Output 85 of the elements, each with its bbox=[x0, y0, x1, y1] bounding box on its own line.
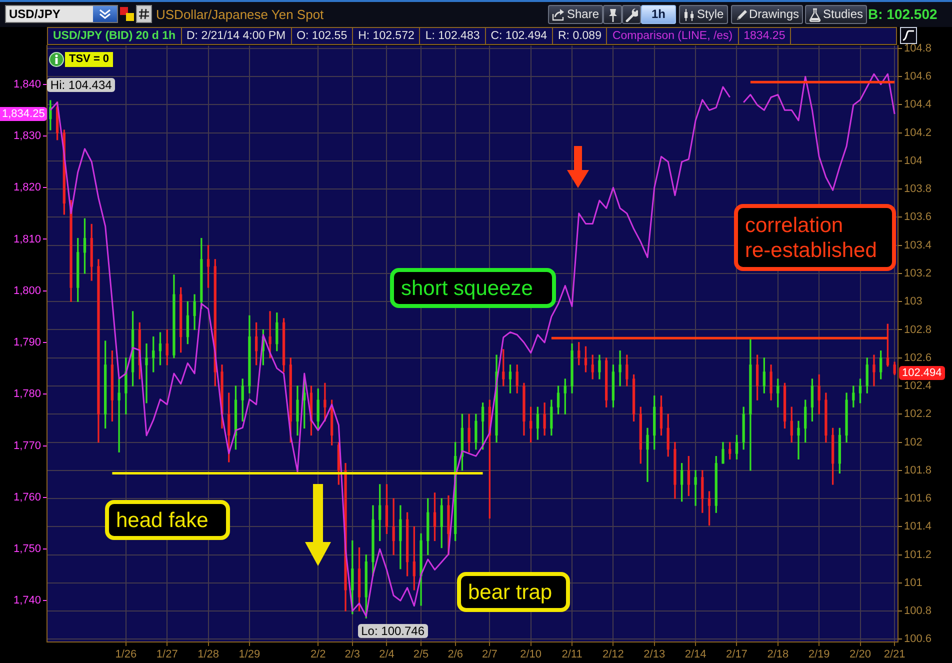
y2-tick-label: 104 bbox=[904, 154, 922, 167]
y-tick-label: 1,760 bbox=[13, 491, 41, 504]
y2-tick-label: 101.4 bbox=[904, 520, 932, 533]
annotation: TSV = 0 bbox=[65, 52, 114, 67]
annotation: correlation re-established bbox=[745, 214, 877, 262]
text: B: 102.502 bbox=[868, 5, 938, 23]
text: R: 0.089 bbox=[553, 28, 608, 44]
y2-tick-label: 104.4 bbox=[904, 98, 932, 111]
y2-tick-label: 101 bbox=[904, 576, 922, 589]
y-tick-label: 1,810 bbox=[13, 233, 41, 246]
y-tick-label: 1,800 bbox=[13, 284, 41, 297]
text: C: 102.494 bbox=[486, 28, 553, 44]
studies-button[interactable]: Studies bbox=[805, 5, 868, 24]
chart-subtitle: USD/JPY (BID) 20 d 1h bbox=[48, 28, 182, 44]
annotation: Hi: 104.434 bbox=[47, 78, 115, 92]
x-tick-label: 2/17 bbox=[726, 648, 748, 661]
y2-tick-label: 103 bbox=[904, 296, 922, 308]
y2-tick-label: 103.8 bbox=[904, 183, 932, 196]
share-button[interactable]: Share bbox=[548, 5, 604, 24]
y2-tick-label: 102.8 bbox=[904, 324, 932, 336]
x-tick-label: 2/19 bbox=[808, 648, 830, 661]
callout-box: short squeeze bbox=[390, 268, 556, 308]
y2-tick-label: 102.2 bbox=[904, 408, 932, 420]
x-tick-label: 2/12 bbox=[602, 648, 624, 661]
callout-box: bear trap bbox=[457, 572, 570, 612]
text: 102.494 bbox=[899, 366, 945, 380]
wrench-button[interactable] bbox=[622, 5, 641, 24]
text: D: 2/21/14 4:00 PM bbox=[182, 28, 292, 44]
x-tick-label: 2/11 bbox=[562, 648, 582, 661]
y-tick-label: 1,790 bbox=[13, 336, 41, 349]
y2-tick-label: 102.6 bbox=[904, 352, 932, 364]
annotation: head fake bbox=[116, 508, 208, 532]
callout-box: head fake bbox=[105, 500, 230, 540]
y2-tick-label: 103.2 bbox=[904, 268, 932, 280]
pin-button[interactable] bbox=[603, 5, 622, 24]
y2-tick-label: 100.6 bbox=[904, 633, 932, 646]
x-tick-label: 2/14 bbox=[684, 648, 706, 661]
x-tick-label: 1/27 bbox=[156, 648, 178, 661]
chart-title: USDollar/Japanese Yen Spot bbox=[156, 7, 324, 22]
x-tick-label: 1/29 bbox=[238, 648, 260, 661]
y2-tick-label: 102 bbox=[904, 436, 922, 448]
interval-button[interactable]: 1h bbox=[641, 5, 676, 24]
x-tick-label: 2/6 bbox=[448, 648, 463, 661]
text: 1,834.25 bbox=[0, 107, 47, 122]
x-tick-label: 1/26 bbox=[115, 648, 137, 661]
y-tick-label: 1,780 bbox=[13, 388, 41, 400]
x-tick-label: 2/20 bbox=[850, 648, 871, 661]
y2-tick-label: 101.6 bbox=[904, 492, 932, 505]
x-tick-label: 2/10 bbox=[520, 648, 542, 661]
style-button[interactable]: Style bbox=[679, 5, 728, 24]
drawings-button[interactable]: Drawings bbox=[731, 5, 804, 24]
y2-tick-label: 104.2 bbox=[904, 126, 932, 139]
text: O: 102.55 bbox=[292, 28, 354, 44]
y-tick-label: 1,740 bbox=[13, 594, 41, 607]
x-tick-label: 2/2 bbox=[310, 648, 326, 661]
text: L: 102.483 bbox=[420, 28, 486, 44]
annotation: bear trap bbox=[468, 580, 552, 604]
y2-tick-label: 104.8 bbox=[904, 42, 932, 54]
y-tick-label: 1,750 bbox=[13, 543, 41, 556]
y2-tick-label: 103.4 bbox=[904, 239, 932, 252]
symbol-field[interactable]: USD/JPY bbox=[5, 5, 118, 23]
x-tick-label: 2/3 bbox=[344, 648, 360, 661]
y2-tick-label: 101.2 bbox=[904, 548, 932, 561]
text: H: 102.572 bbox=[353, 28, 420, 44]
y-tick-label: 1,830 bbox=[13, 130, 41, 142]
x-tick-label: 2/7 bbox=[482, 648, 498, 661]
x-tick-label: 2/13 bbox=[644, 648, 666, 661]
y-tick-label: 1,840 bbox=[13, 78, 41, 90]
annotation: short squeeze bbox=[401, 276, 533, 300]
x-tick-label: 2/4 bbox=[379, 648, 394, 661]
text: 1834.25 bbox=[738, 28, 792, 44]
text: Comparison (LINE, /es) bbox=[607, 28, 739, 44]
y2-tick-label: 100.8 bbox=[904, 605, 932, 618]
y2-tick-label: 104.6 bbox=[904, 70, 932, 83]
annotation: Lo: 100.746 bbox=[358, 624, 428, 638]
y2-tick-label: 103.6 bbox=[904, 211, 932, 224]
x-tick-label: 2/18 bbox=[767, 648, 789, 661]
x-tick-label: 2/5 bbox=[413, 648, 429, 661]
y2-tick-label: 102.4 bbox=[904, 380, 932, 392]
y2-tick-label: 101.8 bbox=[904, 464, 932, 476]
y-tick-label: 1,820 bbox=[13, 182, 41, 194]
y-tick-label: 1,770 bbox=[13, 440, 41, 452]
x-tick-label: 1/28 bbox=[198, 648, 219, 661]
callout-box: correlation re-established bbox=[734, 204, 896, 271]
x-tick-label: 2/21 bbox=[884, 648, 906, 661]
